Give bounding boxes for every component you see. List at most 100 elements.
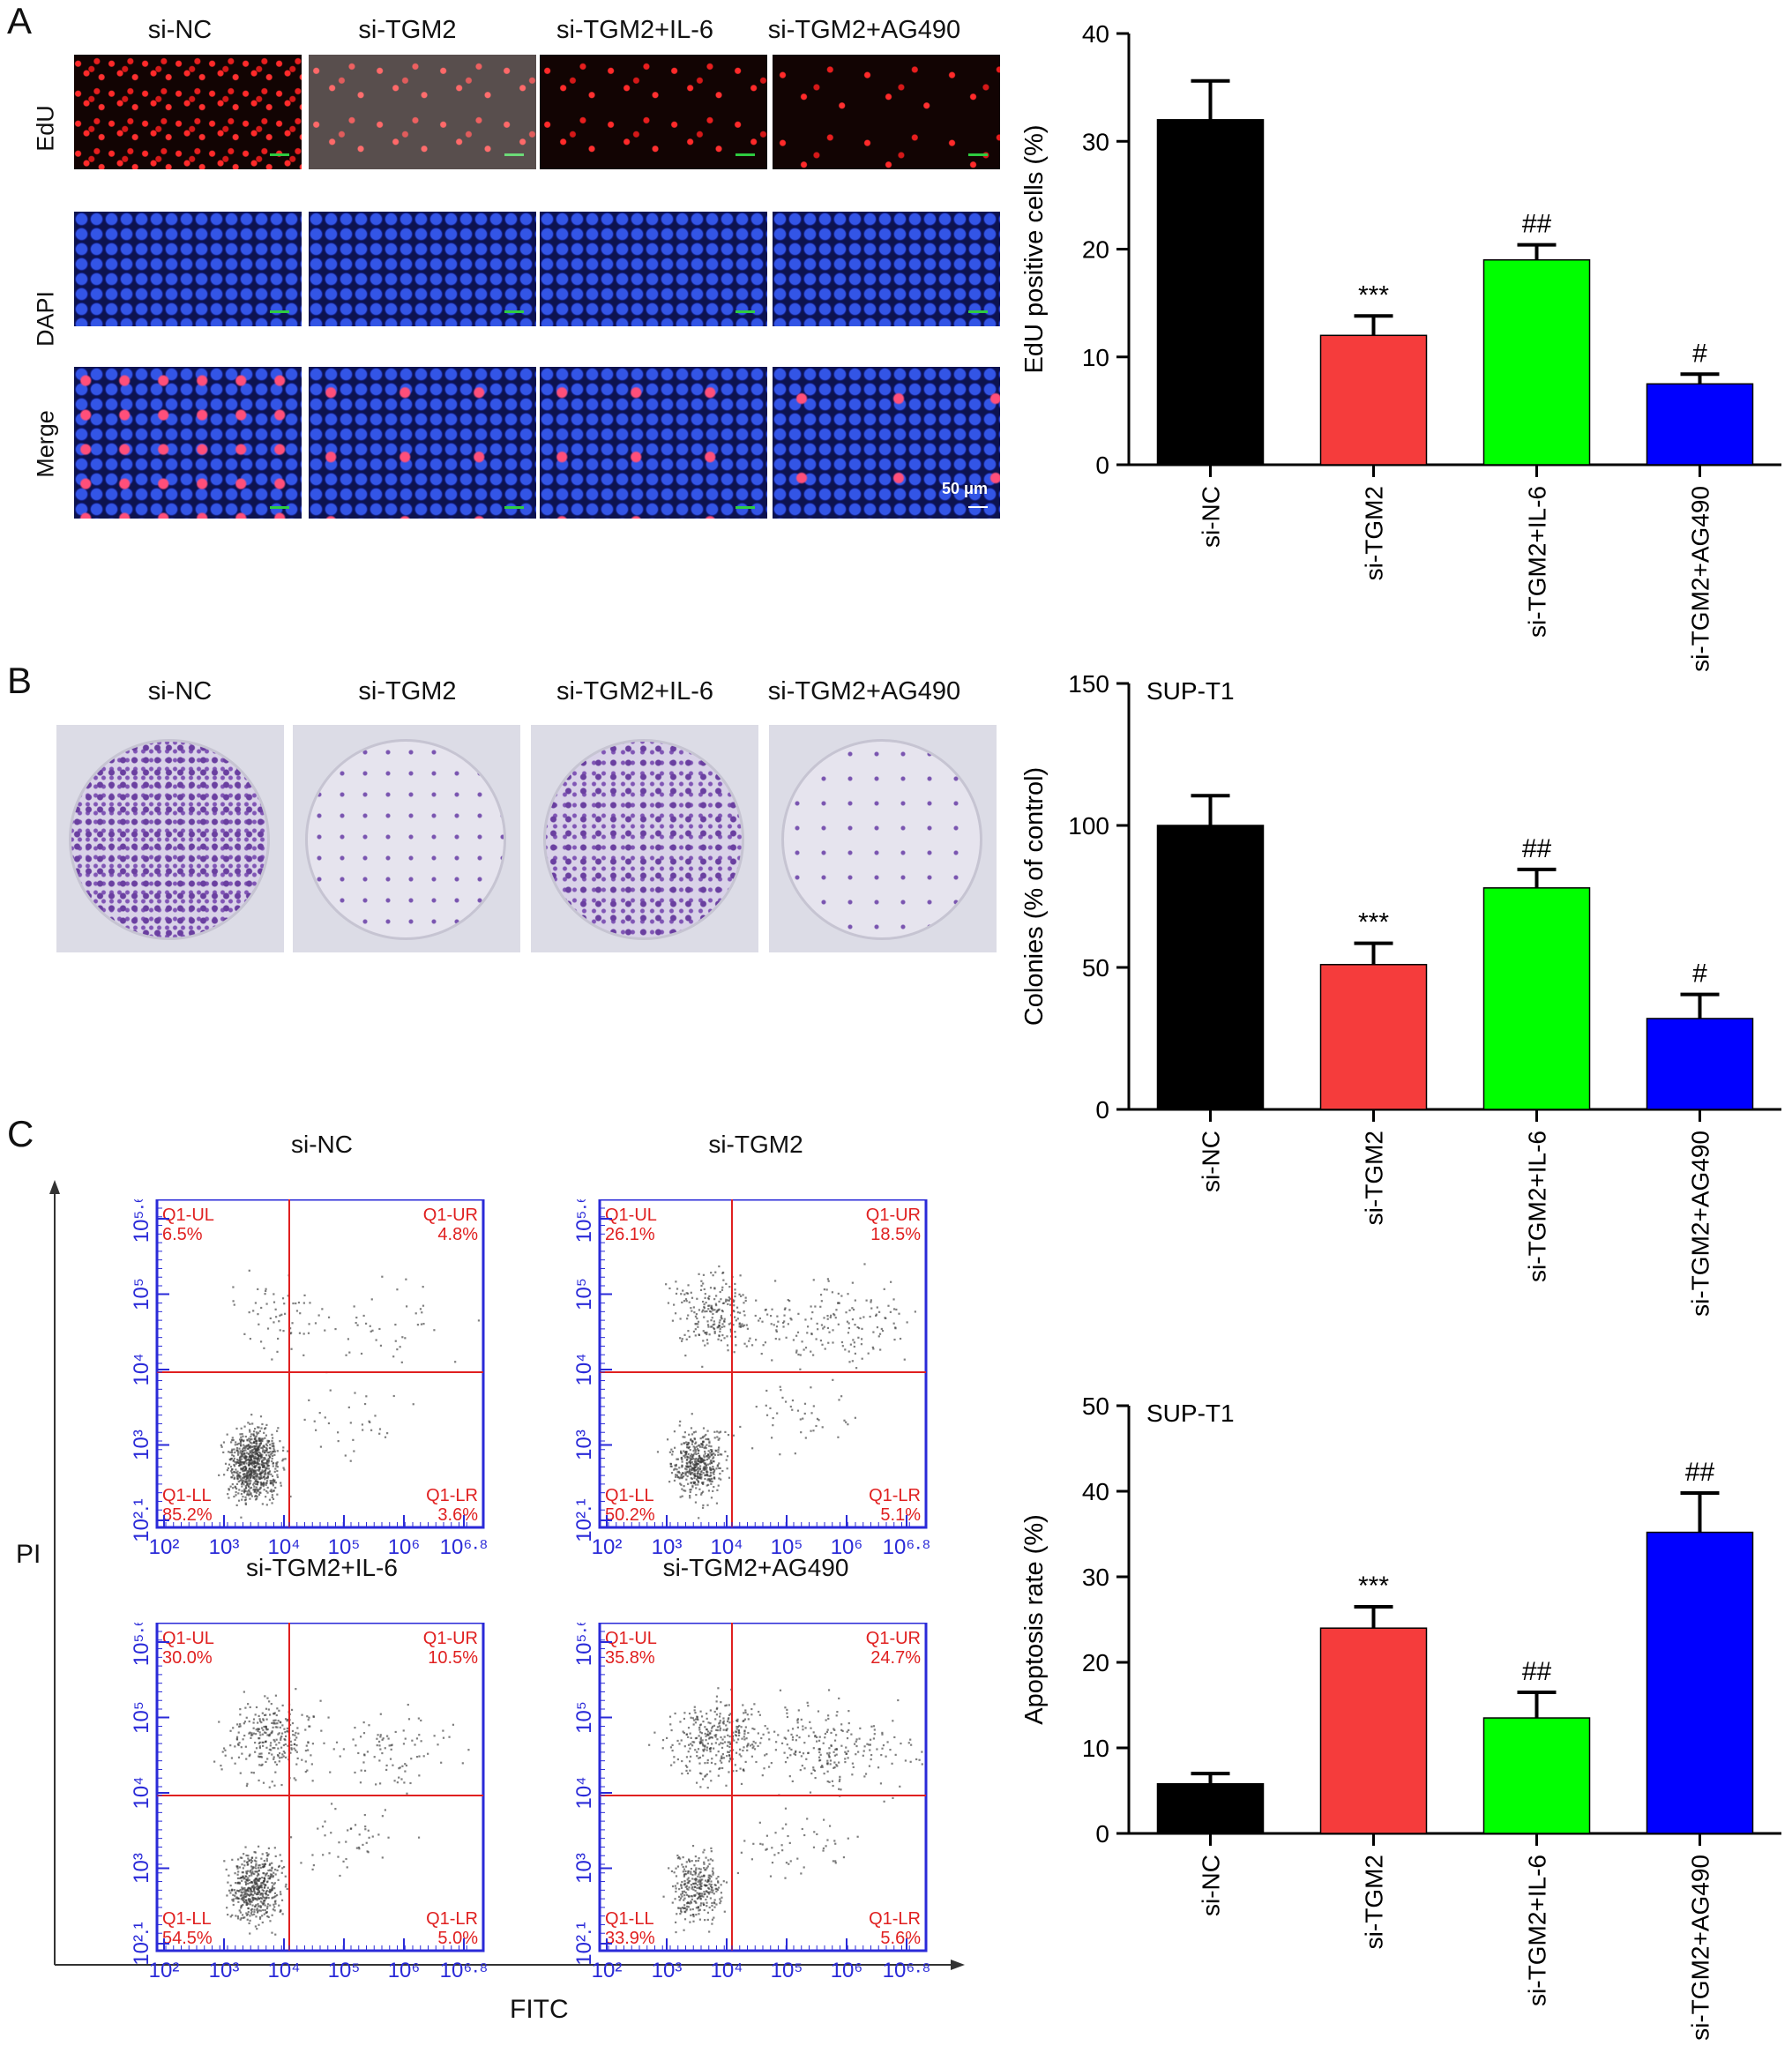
flow-title-si-tgm2-il6: si-TGM2+IL-6 (246, 1554, 398, 1581)
flow-x-tick-label: 10³ (209, 1959, 240, 1982)
panel-letter-c: C (7, 1113, 34, 1154)
y-tick-label: 20 (1082, 236, 1109, 264)
quadrant-name: Q1-LL (605, 1486, 654, 1505)
quadrant-value: 33.9% (605, 1929, 655, 1948)
flow-x-tick-label: 10³ (652, 1535, 683, 1559)
flow-x-tick-label: 10⁶·⁸ (440, 1535, 489, 1559)
quadrant-name: Q1-UR (866, 1629, 921, 1648)
panel-a-col-label: si-TGM2 (358, 16, 457, 44)
flow-x-tick-label: 10⁴ (710, 1535, 743, 1559)
panel-b-col-label: si-NC (147, 677, 213, 706)
quadrant-value: 4.8% (437, 1225, 478, 1244)
flow-x-tick-label: 10⁶ (388, 1535, 421, 1559)
panel-letter-a: A (7, 0, 33, 41)
flow-x-tick-label: 10⁴ (267, 1535, 300, 1559)
quadrant-name: Q1-UL (605, 1206, 657, 1225)
x-tick-label: si-NC (1198, 486, 1225, 548)
x-tick-label: si-NC (1198, 1131, 1225, 1192)
bar (1156, 1782, 1265, 1834)
flow-x-tick-label: 10⁶·⁸ (883, 1535, 931, 1559)
dapi-image-si-tgm2 (309, 212, 536, 326)
x-tick-label: si-TGM2+AG490 (1687, 486, 1714, 672)
bar (1319, 1627, 1428, 1834)
y-axis-label: Colonies (% of control) (1020, 767, 1049, 1026)
quadrant-name: Q1-LR (869, 1486, 921, 1505)
flow-x-tick-label: 10⁵ (328, 1959, 361, 1982)
bar (1319, 964, 1428, 1110)
chart-title: SUP-T1 (1146, 1400, 1235, 1427)
colony-dish-si-tgm2 (293, 725, 520, 952)
quadrant-name: Q1-UR (423, 1629, 478, 1648)
bar-chart-apoptosis: SUP-T1 0 10 20 30 40 50 Apoptosis rate (%) si-NC… (1020, 1392, 1781, 2041)
quadrant-value: 3.6% (437, 1505, 478, 1525)
flow-y-tick-label: 10³ (130, 1853, 153, 1884)
quadrant-value: 85.2% (162, 1505, 213, 1525)
colony-dish-si-tgm2-il6 (531, 725, 758, 952)
flow-events (218, 1269, 481, 1519)
y-tick-label: 10 (1082, 1735, 1109, 1762)
significance-label: ## (1685, 1458, 1715, 1487)
flow-y-tick-label: 10³ (130, 1430, 153, 1460)
significance-label: *** (1358, 1572, 1389, 1601)
quadrant-name: Q1-UR (866, 1206, 921, 1225)
y-tick-label: 50 (1082, 954, 1109, 982)
significance-label: ## (1522, 1657, 1552, 1686)
quadrant-name: Q1-LL (162, 1486, 212, 1505)
significance-label: ## (1522, 210, 1552, 239)
quadrant-value: 5.6% (880, 1929, 921, 1948)
bar (1482, 1717, 1591, 1834)
bar (1319, 334, 1428, 466)
chart-title: SUP-T1 (1146, 677, 1235, 705)
flow-title-si-tgm2: si-TGM2 (708, 1131, 803, 1158)
edu-image-si-tgm2-il6 (540, 55, 767, 169)
flow-x-tick-label: 10³ (209, 1535, 240, 1559)
quadrant-value: 26.1% (605, 1225, 655, 1244)
edu-image-si-nc (74, 55, 302, 169)
significance-label: ## (1522, 834, 1552, 863)
quadrant-name: Q1-UL (162, 1206, 214, 1225)
flow-x-tick-label: 10⁴ (710, 1959, 743, 1982)
bar-chart-colonies: SUP-T1 0 50 100 150 Colonies (% of control) si… (1020, 670, 1781, 1317)
flow-y-tick-label: 10⁵ (130, 1701, 153, 1734)
flow-y-tick-label: 10⁵ (572, 1701, 596, 1734)
bar (1156, 119, 1265, 466)
x-tick-label: si-TGM2+IL-6 (1524, 486, 1551, 638)
flow-y-tick-label: 10³ (572, 1430, 596, 1460)
flow-axes-frame (49, 1180, 965, 1970)
panel-b-col-label: si-TGM2+AG490 (767, 677, 961, 706)
flow-y-tick-label: 10².¹ (130, 1498, 153, 1542)
x-tick-label: si-TGM2+AG490 (1687, 1855, 1714, 2041)
flow-y-tick-label: 10⁴ (130, 1776, 153, 1809)
flow-y-tick-label: 10².¹ (572, 1498, 596, 1542)
quadrant-value: 5.0% (437, 1929, 478, 1948)
quadrant-value: 30.0% (162, 1648, 213, 1668)
colony-dish-si-tgm2-ag490 (769, 725, 997, 952)
flow-xlabel: FITC (510, 1995, 569, 2024)
significance-label: # (1692, 339, 1707, 368)
panel-b-col-label: si-TGM2+IL-6 (556, 677, 714, 706)
panel-a-col-label: si-TGM2+IL-6 (556, 16, 714, 44)
y-axis-label: EdU positive cells (%) (1020, 124, 1049, 373)
quadrant-value: 35.8% (605, 1648, 655, 1668)
flow-x-tick-label: 10⁵ (328, 1535, 361, 1559)
significance-label: *** (1358, 280, 1389, 310)
flow-x-tick-label: 10⁶ (831, 1535, 863, 1559)
quadrant-value: 50.2% (605, 1505, 655, 1525)
flow-frame (155, 1623, 485, 1952)
panel-b-col-label: si-TGM2 (358, 677, 457, 706)
quadrant-value: 54.5% (162, 1929, 213, 1948)
bar (1156, 825, 1265, 1110)
quadrant-name: Q1-LR (426, 1486, 478, 1505)
y-tick-label: 150 (1068, 670, 1109, 698)
flow-frame (598, 1199, 928, 1529)
y-tick-label: 40 (1082, 1478, 1109, 1505)
flow-x-tick-label: 10² (592, 1959, 623, 1982)
y-tick-label: 30 (1082, 1564, 1109, 1591)
flow-x-tick-label: 10² (149, 1535, 180, 1559)
y-tick-label: 20 (1082, 1649, 1109, 1676)
edu-image-si-tgm2-ag490 (773, 55, 1000, 169)
merge-image-si-nc (74, 367, 302, 519)
bar (1646, 1531, 1754, 1834)
